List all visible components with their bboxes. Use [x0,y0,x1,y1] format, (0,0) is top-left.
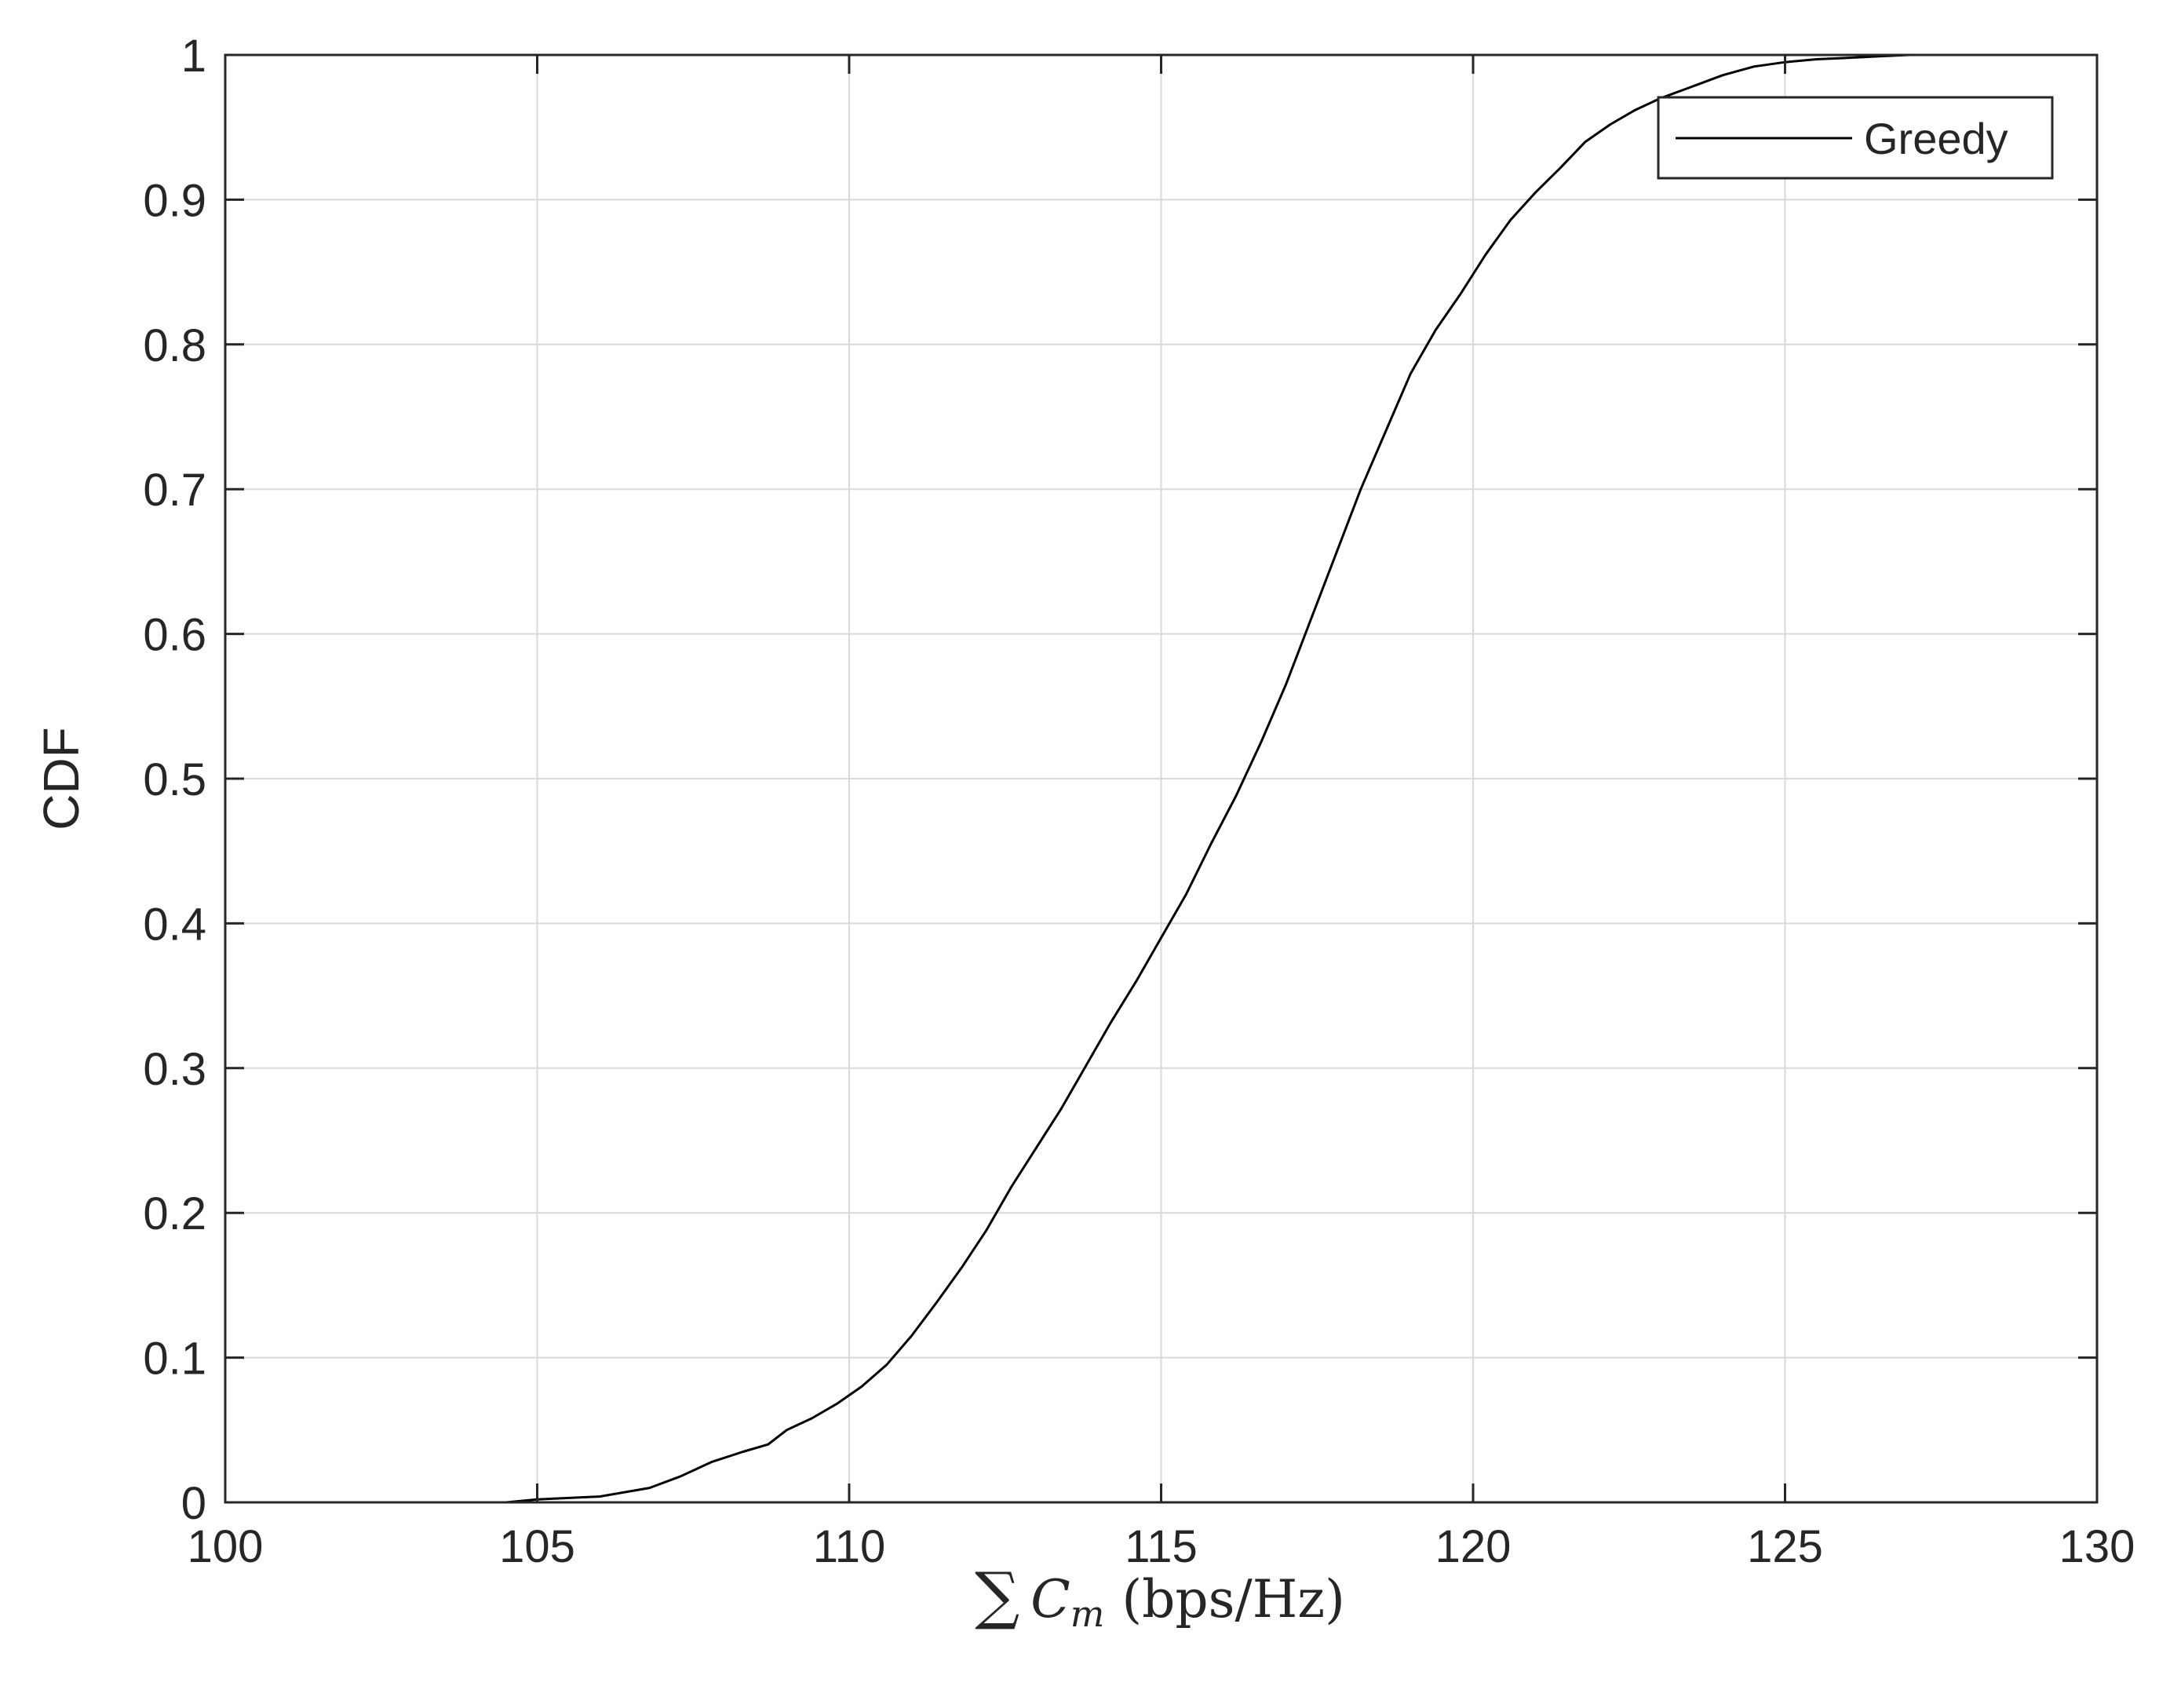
y-tick-label: 0.6 [143,610,206,661]
y-tick-label: 0.2 [143,1188,206,1239]
y-tick-labels: 0 0.1 0.2 0.3 0.4 0.5 0.6 0.7 0.8 0.9 1 [143,31,206,1529]
data-layer [443,53,1972,1504]
x-tick-label: 120 [1435,1521,1512,1572]
y-tick-label: 1 [181,31,206,82]
x-tick-label: 125 [1747,1521,1823,1572]
legend-label-greedy: Greedy [1864,114,2008,163]
y-tick-label: 0.8 [143,320,206,371]
y-tick-label: 0.9 [143,175,206,226]
x-tick-label: 100 [188,1521,264,1572]
x-tick-label: 105 [499,1521,575,1572]
x-tick-label: 130 [2059,1521,2135,1572]
y-axis-label: CDF [33,727,89,830]
y-tick-label: 0.4 [143,899,206,950]
legend: Greedy [1657,96,2054,180]
x-axis-label-subscript: m [1070,1593,1105,1635]
x-tick-label: 110 [813,1521,885,1572]
x-axis-label-sum: ∑ [975,1559,1019,1632]
y-tick-label: 0.1 [143,1334,206,1385]
x-tick-label: 115 [1125,1521,1197,1572]
y-tick-label: 0.3 [143,1044,206,1095]
x-tick-labels: 100 105 110 115 120 125 130 [188,1521,2135,1572]
tick-marks [224,53,2099,1504]
y-tick-label: 0.7 [143,465,206,516]
y-tick-label: 0 [181,1478,206,1529]
series-line-greedy [443,53,1972,1504]
x-axis-label-unit: (bps/Hz) [1121,1569,1344,1630]
y-tick-label: 0.5 [143,754,206,805]
x-axis-label-symbol: C [1030,1569,1070,1630]
x-axis-label: ∑ Cm (bps/Hz) [975,1559,1345,1635]
